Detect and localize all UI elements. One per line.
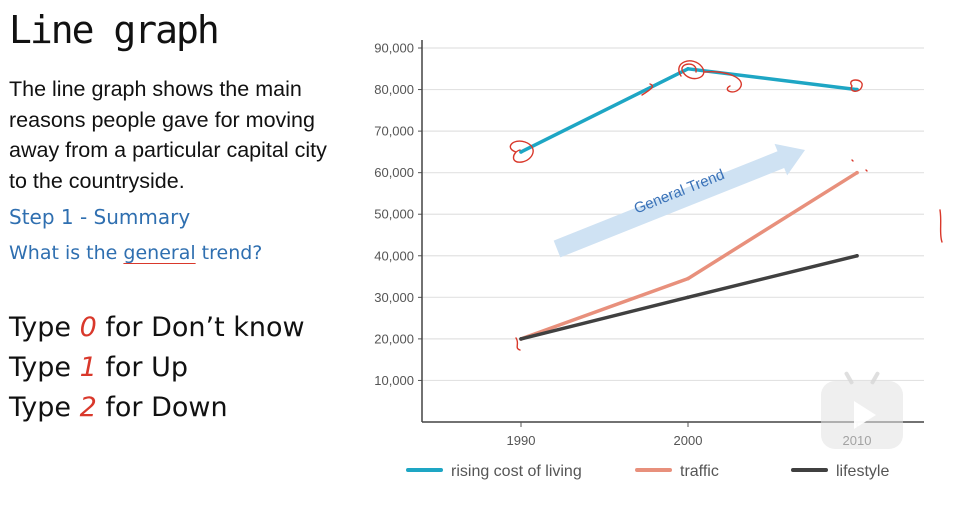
legend-item: rising cost of living [406, 463, 582, 480]
answer-option-2: Type 2 for Down [9, 392, 228, 423]
legend-item: lifestyle [791, 463, 889, 480]
general-trend-arrow: General Trend [553, 143, 805, 258]
question-text: What is the general trend? [9, 242, 262, 264]
option-prefix: Type [9, 352, 80, 383]
y-tick-label: 60,000 [374, 165, 414, 180]
play-icon [854, 401, 876, 429]
y-tick-label: 10,000 [374, 373, 414, 388]
y-tick-label: 50,000 [374, 207, 414, 222]
handwritten-scribble [678, 60, 705, 80]
question-prefix: What is the [9, 242, 124, 264]
trend-arrow-shape [553, 143, 805, 258]
answer-option-1: Type 1 for Up [9, 352, 188, 383]
data-point [686, 295, 690, 300]
legend-item: traffic [635, 463, 719, 480]
legend-label: traffic [680, 463, 719, 480]
legend: rising cost of living traffic lifestyle [406, 463, 889, 480]
x-tick-label: 2000 [674, 433, 703, 448]
option-prefix: Type [9, 312, 80, 343]
slide-title: Line graph [9, 8, 220, 52]
handwritten-scribble [641, 83, 654, 96]
option-number: 0 [79, 312, 97, 343]
data-point [855, 170, 859, 175]
option-text: for Down [96, 392, 228, 423]
option-number: 2 [79, 392, 97, 423]
handwritten-annotations [509, 60, 943, 351]
y-tick-label: 20,000 [374, 331, 414, 346]
option-text: for Don’t know [96, 312, 305, 343]
data-point [855, 254, 859, 258]
y-tick-label: 90,000 [374, 41, 414, 56]
data-point [686, 67, 690, 71]
handwritten-scribble [850, 79, 863, 92]
handwritten-scribble [704, 71, 743, 93]
handwritten-scribble [515, 337, 521, 351]
y-tick-label: 80,000 [374, 82, 414, 97]
question-suffix: trend? [195, 242, 263, 264]
x-tick-label: 1990 [507, 433, 536, 448]
option-prefix: Type [9, 392, 80, 423]
question-keyword: general [123, 242, 196, 264]
answer-option-0: Type 0 for Don’t know [9, 312, 305, 343]
y-tick-label: 40,000 [374, 248, 414, 263]
option-text: for Up [96, 352, 188, 383]
legend-label: lifestyle [836, 463, 889, 480]
data-point [519, 150, 523, 154]
handwritten-scribble [509, 140, 534, 163]
handwritten-scribble [851, 159, 854, 162]
handwritten-scribble [865, 169, 868, 172]
handwritten-scribble [939, 209, 943, 243]
data-point [686, 276, 690, 281]
video-play-button[interactable] [821, 381, 903, 449]
y-tick-label: 30,000 [374, 290, 414, 305]
data-point [519, 337, 523, 341]
option-number: 1 [79, 352, 97, 383]
series-line [519, 67, 859, 154]
grid-lines [422, 47, 924, 382]
slide-description: The line graph shows the main reasons pe… [9, 77, 327, 193]
y-tick-label: 70,000 [374, 124, 414, 139]
legend-label: rising cost of living [451, 463, 582, 480]
step-heading: Step 1 - Summary [9, 205, 191, 229]
series-lines [519, 67, 859, 341]
